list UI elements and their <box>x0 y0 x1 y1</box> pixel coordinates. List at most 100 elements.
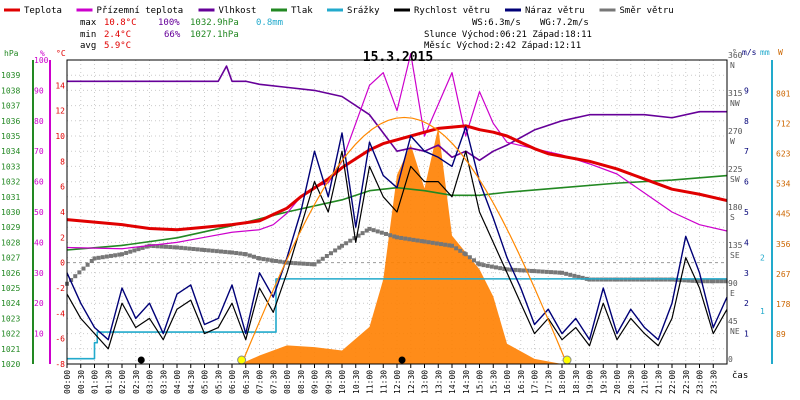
wind-direction-point <box>407 237 412 242</box>
x-tick-label: 08:30 <box>297 370 306 394</box>
legend-label: Směr větru <box>620 6 674 16</box>
wind-direction-point <box>293 261 298 266</box>
temperature-unit-label: °C <box>56 49 66 58</box>
wind-direction-point <box>576 274 581 279</box>
temperature-tick-label: -4 <box>55 309 65 318</box>
wind-direction-point <box>443 242 448 247</box>
wind-direction-point <box>77 270 82 275</box>
pressure-tick-label: 1023 <box>1 314 20 323</box>
legend-label: Tlak <box>291 6 313 16</box>
wind-direction-point <box>352 236 357 241</box>
wind-direction-point <box>120 252 124 257</box>
direction-tick-compass: NE <box>730 327 740 336</box>
wind-direction-point <box>238 251 243 256</box>
humidity-tick-label: 80 <box>34 117 44 126</box>
wind-direction-point <box>227 250 232 255</box>
wind-direction-point <box>247 253 252 258</box>
wind-direction-point <box>210 248 215 253</box>
solar-tick-label: 801 <box>776 89 791 98</box>
wind-direction-point <box>549 270 553 275</box>
pressure-tick-label: 1022 <box>1 330 20 339</box>
info-wg: WG:7.2m/s <box>540 18 589 28</box>
wind-direction-point <box>230 250 234 255</box>
wind-direction-point <box>403 236 408 241</box>
wind-direction-point <box>367 226 372 231</box>
direction-tick-compass: S <box>730 213 735 222</box>
pressure-tick-label: 1031 <box>1 193 20 202</box>
solar-tick-label: 178 <box>776 300 791 309</box>
pressure-tick-label: 1030 <box>1 208 20 217</box>
direction-tick-compass: NW <box>730 99 740 108</box>
pressure-tick-label: 1021 <box>1 345 20 354</box>
wind-direction-point <box>399 235 404 240</box>
x-tick-label: 02:30 <box>132 370 141 394</box>
x-tick-label: 16:00 <box>503 370 512 394</box>
wind-direction-point <box>411 237 416 242</box>
sunset-marker <box>562 355 572 365</box>
wind-direction-point <box>458 248 463 253</box>
wind-direction-point <box>117 252 122 257</box>
wind-direction-point <box>92 256 97 261</box>
wind-direction-point <box>316 259 321 264</box>
sun-moon-markers <box>137 116 572 365</box>
x-tick-label: 19:00 <box>586 370 595 394</box>
x-tick-label: 13:30 <box>434 370 443 394</box>
x-tick-label: 01:00 <box>91 370 100 394</box>
stat-min-press: 1027.1hPa <box>190 30 239 40</box>
wind-direction-point <box>384 231 388 236</box>
wind-direction-point <box>136 247 141 252</box>
wind-direction-point <box>187 246 192 251</box>
pressure-tick-label: 1028 <box>1 238 20 247</box>
wind-direction-point <box>356 233 361 238</box>
wind-direction-point <box>509 267 514 272</box>
x-tick-label: 21:00 <box>641 370 650 394</box>
series-solar-radiation <box>67 127 727 364</box>
series-wind-gust <box>66 126 728 341</box>
direction-unit-label: ° <box>732 48 737 57</box>
x-tick-label: 22:00 <box>668 370 677 394</box>
wind-direction-point <box>447 243 452 248</box>
wind-direction-point <box>81 266 86 271</box>
x-tick-label: 20:30 <box>627 370 636 394</box>
humidity-tick-label: 90 <box>34 86 44 95</box>
wind-direction-point <box>454 246 459 251</box>
pressure-tick-label: 1035 <box>1 132 20 141</box>
x-tick-label: 17:30 <box>544 370 553 394</box>
wind-direction-point <box>472 258 476 263</box>
info-sun: Slunce Východ:06:21 Západ:18:11 <box>424 30 592 40</box>
wind-direction-point <box>214 249 219 254</box>
x-tick-label: 08:00 <box>283 370 292 394</box>
wind-tick-label: 6 <box>744 178 749 187</box>
humidity-tick-label: 30 <box>34 269 44 278</box>
temperature-tick-label: 14 <box>55 81 65 90</box>
legend-label: Teplota <box>24 6 62 16</box>
wind-direction-point <box>682 278 687 283</box>
wind-direction-point <box>274 258 278 263</box>
wind-direction-point <box>172 245 177 250</box>
wind-direction-point <box>168 245 173 250</box>
wind-direction-point <box>517 268 522 273</box>
stat-max-label: max <box>80 18 97 28</box>
x-tick-label: 02:00 <box>118 370 127 394</box>
temperature-tick-label: 10 <box>55 132 65 141</box>
stat-max-press: 1032.9hPa <box>190 18 239 28</box>
series-lines <box>65 53 728 360</box>
x-tick-label: 00:30 <box>77 370 86 394</box>
wind-direction-point <box>329 251 333 256</box>
legend-label: Srážky <box>347 6 380 16</box>
temperature-tick-label: 8 <box>60 157 65 166</box>
wind-direction-point <box>498 266 503 271</box>
wind-direction-point <box>344 241 349 246</box>
wind-direction-point <box>312 262 317 267</box>
wind-direction-point <box>155 244 160 249</box>
wind-direction-point <box>529 268 534 273</box>
temperature-tick-label: 2 <box>60 233 65 242</box>
wind-direction-point <box>697 279 702 284</box>
wind-direction-point <box>544 269 549 274</box>
wind-direction-point <box>439 242 443 247</box>
pressure-tick-label: 1038 <box>1 86 20 95</box>
x-tick-label: 10:30 <box>352 370 361 394</box>
sun-path-curve <box>241 116 568 365</box>
pressure-tick-label: 1025 <box>1 284 20 293</box>
wind-unit-label: m/s <box>742 48 757 57</box>
